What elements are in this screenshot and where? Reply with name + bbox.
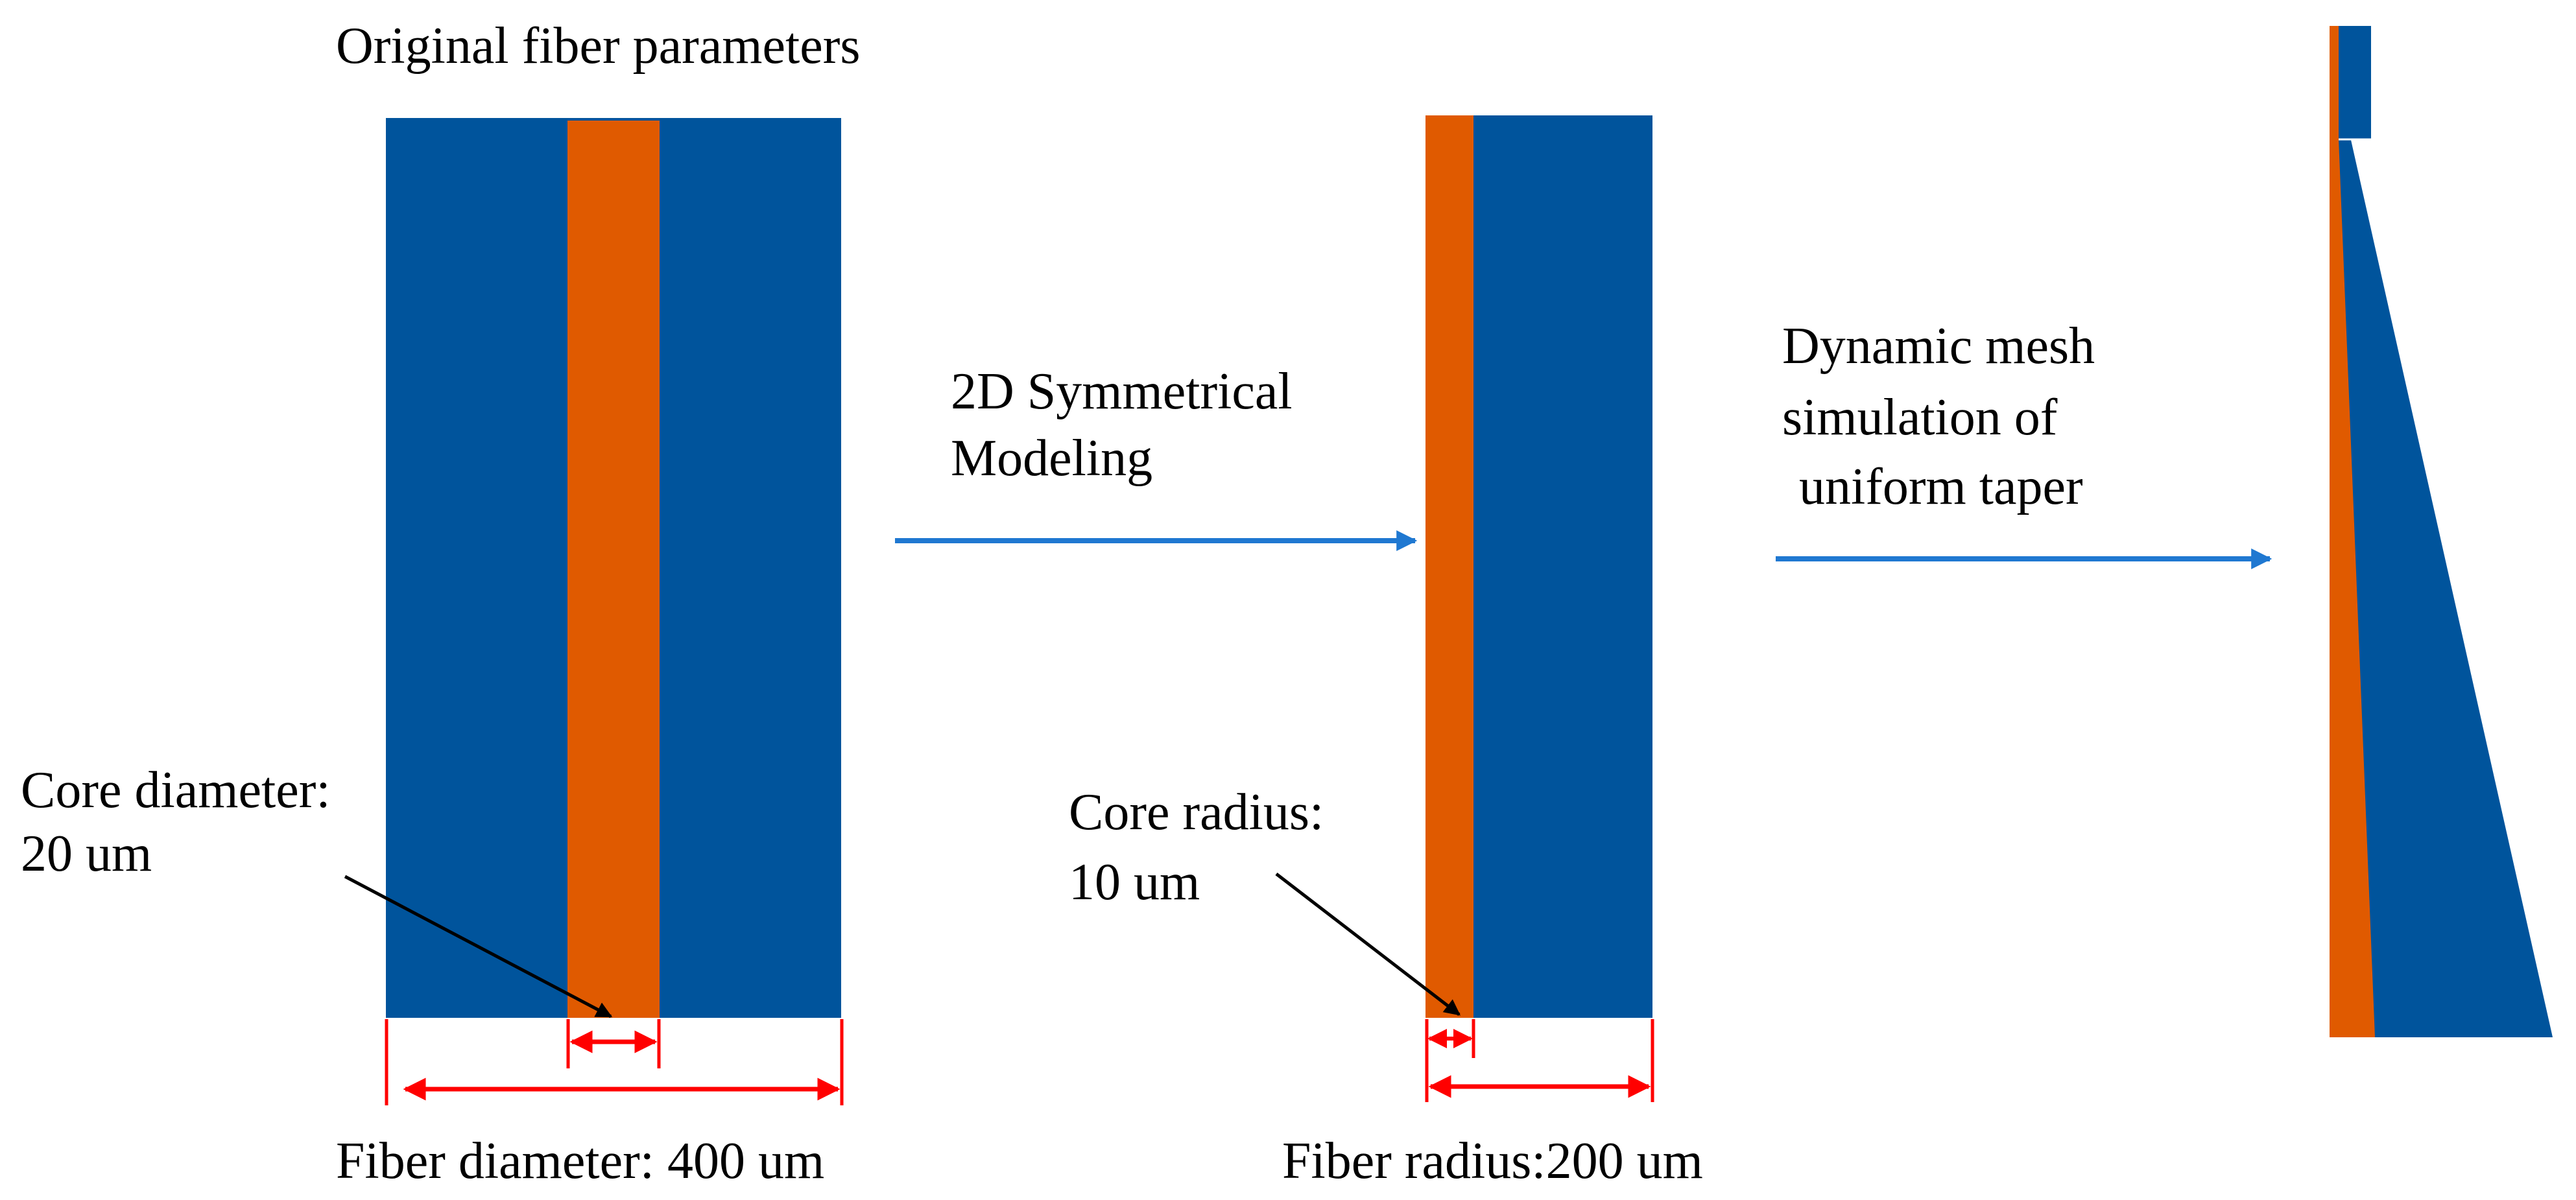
core-diameter-pointer — [344, 875, 613, 1018]
tapered-fiber — [2330, 26, 2553, 1037]
half-model-core — [1425, 115, 1473, 1018]
original-core — [567, 121, 660, 1018]
modeling-label-line2: Modeling — [951, 430, 1153, 487]
core-radius-dimension — [1425, 1019, 1475, 1058]
original-fiber-title: Original fiber parameters — [336, 18, 861, 75]
core-diameter-label: Core diameter: — [21, 762, 331, 819]
half-model-cladding — [1473, 115, 1652, 1018]
modeling-label-line1: 2D Symmetrical — [951, 363, 1293, 420]
fiber-diameter-label: Fiber diameter: 400 um — [336, 1133, 825, 1190]
core-diameter-dimension — [566, 1019, 661, 1068]
core-radius-value: 10 um — [1069, 854, 1200, 911]
taper-label-line1: Dynamic mesh — [1782, 318, 2095, 375]
half-model-fiber — [1425, 115, 1652, 1018]
original-fiber — [386, 118, 841, 1018]
taper-label-line3: uniform taper — [1799, 458, 2083, 515]
fiber-radius-label: Fiber radius:200 um — [1282, 1133, 1703, 1190]
core-radius-pointer — [1275, 873, 1461, 1016]
taper-cladding — [2330, 26, 2553, 1037]
taper-label-line2: simulation of — [1782, 389, 2058, 446]
fiber-radius-dimension — [1425, 1019, 1654, 1102]
fiber-diameter-dimension — [385, 1019, 844, 1105]
core-radius-label: Core radius: — [1069, 784, 1324, 841]
core-diameter-value: 20 um — [21, 825, 152, 882]
taper-core — [2330, 26, 2375, 1037]
